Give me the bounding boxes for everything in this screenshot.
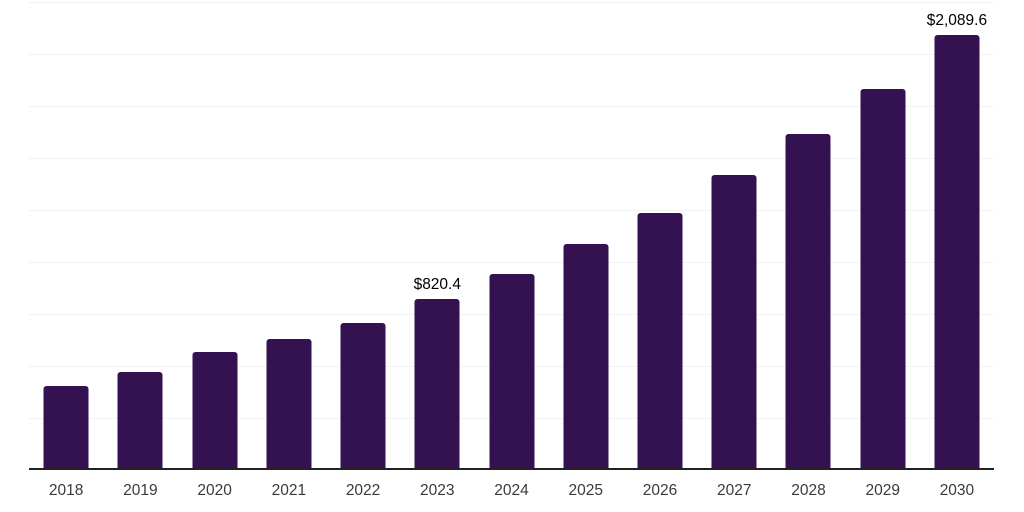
gridline <box>29 262 994 263</box>
bar-column-2019 <box>103 0 177 470</box>
x-tick-2024: 2024 <box>494 482 529 499</box>
bar-column-2020 <box>177 0 251 470</box>
x-tick-2026: 2026 <box>642 482 678 499</box>
bar-column-2029 <box>846 0 920 470</box>
bar-column-2023: $820.4 <box>400 0 474 470</box>
bar-2023 <box>414 299 460 470</box>
gridline <box>29 2 994 3</box>
x-tick-2025: 2025 <box>568 482 603 499</box>
x-tick-2028: 2028 <box>791 482 826 499</box>
x-tick-2020: 2020 <box>197 482 232 499</box>
bars-layer: $820.4 $2,089.6 <box>29 0 994 470</box>
x-tick-2030: 2030 <box>939 482 975 499</box>
bar-column-2018 <box>29 0 103 470</box>
bar-column-2026 <box>623 0 697 470</box>
x-tick-2027: 2027 <box>716 482 752 499</box>
bar-2025 <box>563 244 609 470</box>
bar-column-2022 <box>326 0 400 470</box>
bar-column-2030: $2,089.6 <box>920 0 994 470</box>
bar-column-2025 <box>549 0 623 470</box>
x-tick-2023: 2023 <box>420 482 455 499</box>
bar-column-2021 <box>252 0 326 470</box>
bar-2021 <box>266 338 312 470</box>
x-tick-2021: 2021 <box>271 482 307 499</box>
bar-2024 <box>489 274 535 470</box>
gridline <box>29 210 994 211</box>
x-tick-2019: 2019 <box>123 482 158 499</box>
x-tick-2029: 2029 <box>865 482 900 499</box>
bar-2022 <box>340 323 386 470</box>
bar-value-label-2023: $820.4 <box>413 276 461 294</box>
bar-column-2027 <box>697 0 771 470</box>
gridline <box>29 54 994 55</box>
x-tick-2018: 2018 <box>48 482 84 499</box>
bar-2028 <box>785 134 831 470</box>
bar-value-label-2030: $2,089.6 <box>926 12 988 30</box>
bar-2030 <box>934 35 980 470</box>
gridline <box>29 106 994 107</box>
bar-2019 <box>117 372 163 470</box>
bar-column-2028 <box>771 0 845 470</box>
plot-area: $820.4 $2,089.6 <box>29 0 994 470</box>
bar-2018 <box>43 385 89 470</box>
x-tick-2022: 2022 <box>345 482 381 499</box>
bar-2027 <box>711 174 757 470</box>
bar-2020 <box>192 352 238 470</box>
bar-2026 <box>637 213 683 470</box>
bar-column-2024 <box>474 0 548 470</box>
x-axis-line <box>29 468 994 470</box>
gridline <box>29 158 994 159</box>
bar-2029 <box>860 89 906 470</box>
x-axis-tick-labels: 2018 2019 2020 2021 2022 2023 2024 2025 2026 2027… <box>29 482 994 499</box>
